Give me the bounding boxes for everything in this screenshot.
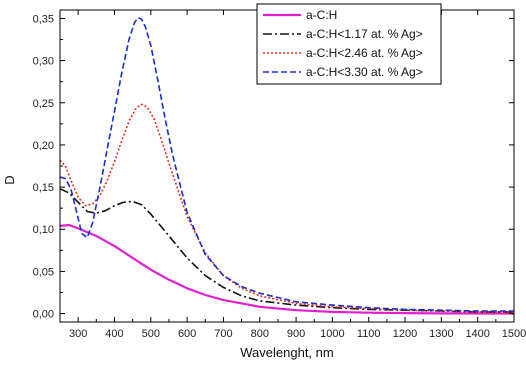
y-tick-label: 0,00 xyxy=(33,309,54,321)
x-tick-label: 400 xyxy=(105,328,123,340)
x-tick-label: 800 xyxy=(251,328,269,340)
y-axis-title: D xyxy=(2,175,17,184)
legend-label-ag-2-46: a-C:H<2.46 at. % Ag> xyxy=(306,46,423,60)
series-line-a-c-h-2-46-at-ag xyxy=(60,103,514,313)
axes-layer: 300 400 500 600 700 800 900 1000 1100 1200 1300 140… xyxy=(33,9,526,340)
x-tick-label: 1100 xyxy=(357,328,381,340)
x-tick-label: 700 xyxy=(214,328,232,340)
x-tick-label: 600 xyxy=(178,328,196,340)
x-tick-label: 1400 xyxy=(465,328,489,340)
y-tick-label: 0,20 xyxy=(33,140,54,152)
x-tick-label: 900 xyxy=(287,328,305,340)
series-line-a-c-h-1-17-at-ag xyxy=(60,188,514,313)
legend: a-C:H a-C:H<1.17 at. % Ag> a-C:H<2.46 at… xyxy=(256,3,442,85)
legend-label-ag-1-17: a-C:H<1.17 at. % Ag> xyxy=(306,27,423,41)
series-line-a-c-h-3-30-at-ag xyxy=(60,16,514,312)
y-tick-label: 0,05 xyxy=(33,266,54,278)
x-axis-title: Wavelenght, nm xyxy=(240,345,333,360)
legend-box xyxy=(256,3,442,85)
x-tick-label: 1300 xyxy=(429,328,453,340)
x-tick-label: 500 xyxy=(142,328,160,340)
x-tick-label: 1500 xyxy=(502,328,526,340)
x-tick-label: 1000 xyxy=(320,328,344,340)
legend-label-a-c-h: a-C:H xyxy=(306,8,337,22)
x-tick-label: 300 xyxy=(69,328,87,340)
x-tick-label: 1200 xyxy=(393,328,417,340)
y-tick-label: 0,10 xyxy=(33,224,54,236)
legend-label-ag-3-30: a-C:H<3.30 at. % Ag> xyxy=(306,65,423,79)
y-tick-label: 0,30 xyxy=(33,56,54,68)
y-tick-label: 0,35 xyxy=(33,13,54,25)
y-tick-label: 0,15 xyxy=(33,182,54,194)
series-line-a-c-h xyxy=(60,223,514,315)
y-tick-label: 0,25 xyxy=(33,98,54,110)
series-layer xyxy=(60,16,514,315)
